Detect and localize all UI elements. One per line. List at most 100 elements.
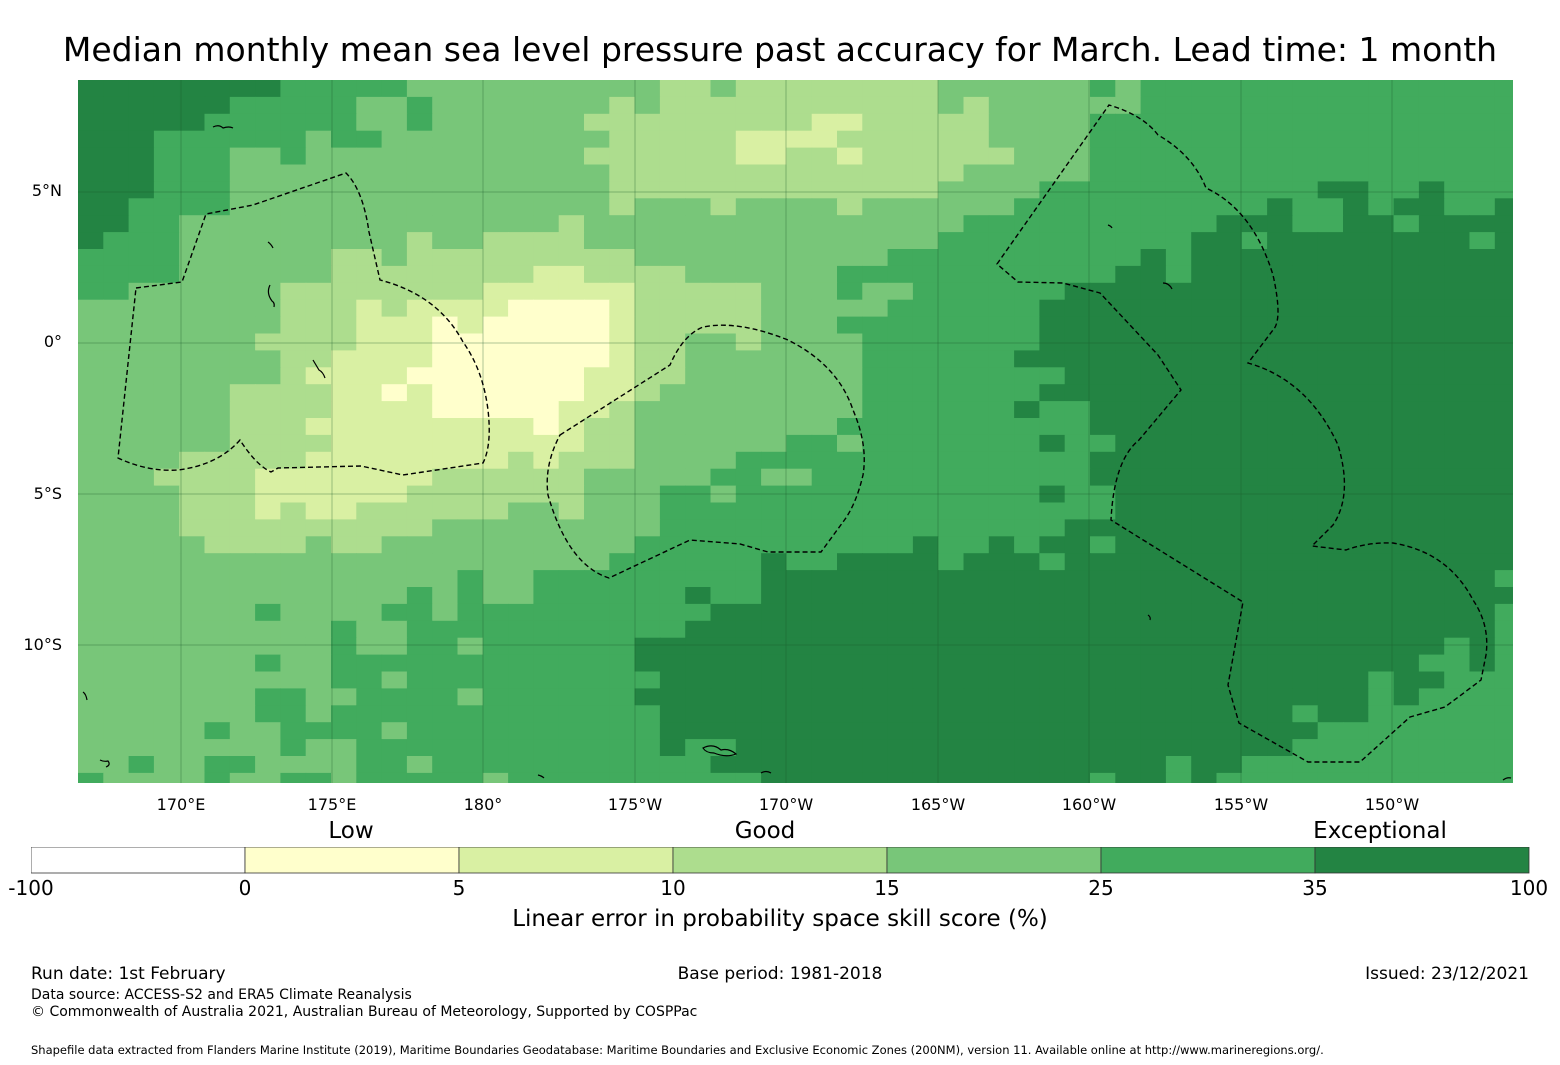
grid-cell (508, 688, 534, 706)
grid-cell (1494, 502, 1513, 520)
grid-cell (381, 553, 408, 571)
grid-cell (659, 451, 686, 470)
grid-cell (988, 671, 1015, 689)
grid-cell (1418, 316, 1445, 335)
grid-cell (558, 316, 585, 335)
grid-cell (153, 468, 180, 487)
grid-cell (685, 553, 712, 571)
grid-cell (685, 587, 712, 605)
grid-cell (179, 553, 206, 571)
grid-cell (634, 384, 661, 402)
grid-cell (1418, 451, 1445, 470)
grid-cell (862, 722, 889, 740)
grid-cell (508, 350, 534, 368)
grid-cell (153, 164, 180, 182)
grid-cell (1368, 722, 1395, 740)
grid-cell (482, 654, 509, 673)
grid-cell (685, 130, 712, 149)
grid-cell (1115, 265, 1142, 284)
grid-cell (634, 282, 661, 301)
grid-cell (811, 418, 838, 436)
grid-cell (1368, 367, 1395, 385)
grid-cell (533, 772, 560, 783)
grid-cell (1241, 536, 1268, 554)
grid-cell (1292, 756, 1319, 774)
grid-cell (1115, 468, 1142, 487)
grid-cell (153, 249, 180, 267)
grid-cell (103, 688, 130, 706)
grid-cell (1191, 620, 1218, 639)
grid-cell (128, 249, 155, 267)
grid-cell (457, 80, 484, 98)
grid-cell (381, 181, 408, 199)
grid-cell (1393, 333, 1420, 351)
grid-cell (1191, 536, 1218, 554)
grid-cell (1393, 671, 1420, 689)
grid-cell (1317, 603, 1344, 622)
grid-cell (78, 80, 104, 98)
grid-cell (685, 739, 712, 757)
grid-cell (1469, 654, 1496, 673)
grid-cell (1418, 147, 1445, 166)
grid-cell (153, 637, 180, 656)
grid-cell (1165, 637, 1192, 656)
grid-cell (659, 434, 686, 453)
grid-cell (533, 181, 560, 199)
grid-cell (482, 485, 509, 504)
grid-cell (1115, 181, 1142, 199)
grid-cell (811, 688, 838, 706)
grid-cell (634, 637, 661, 656)
grid-cell (988, 198, 1015, 216)
grid-cell (1014, 232, 1040, 250)
grid-cell (381, 215, 408, 233)
grid-cell (963, 603, 990, 622)
grid-cell (482, 468, 509, 487)
grid-cell (1368, 603, 1395, 622)
grid-cell (1014, 756, 1040, 774)
grid-cell (204, 333, 231, 351)
grid-cell (128, 772, 155, 783)
grid-cell (912, 232, 939, 250)
grid-cell (659, 333, 686, 351)
grid-cell (1469, 519, 1496, 537)
grid-cell (963, 96, 990, 115)
grid-cell (1115, 232, 1142, 250)
grid-cell (1090, 282, 1116, 301)
grid-cell (558, 249, 585, 267)
grid-cell (103, 232, 130, 250)
grid-cell (229, 164, 256, 182)
grid-cell (837, 130, 863, 149)
grid-cell (179, 367, 206, 385)
grid-cell (609, 570, 636, 588)
grid-cell (862, 232, 889, 250)
grid-cell (128, 434, 155, 453)
grid-cell (1039, 198, 1066, 216)
grid-cell (938, 451, 965, 470)
grid-cell (1267, 113, 1293, 132)
grid-cell (1140, 519, 1167, 537)
grid-cell (1090, 654, 1116, 673)
grid-cell (1115, 130, 1142, 149)
grid-cell (1469, 756, 1496, 774)
grid-cell (912, 756, 939, 774)
grid-cell (1039, 147, 1066, 166)
grid-cell (204, 536, 231, 554)
grid-cell (179, 333, 206, 351)
grid-cell (685, 620, 712, 639)
grid-cell (457, 215, 484, 233)
grid-cell (912, 249, 939, 267)
grid-cell (1140, 96, 1167, 115)
grid-cell (432, 468, 459, 487)
grid-cell (584, 232, 610, 250)
grid-cell (659, 418, 686, 436)
grid-cell (229, 249, 256, 267)
grid-cell (1241, 282, 1268, 301)
grid-cell (1064, 434, 1091, 453)
grid-cell (735, 265, 762, 284)
grid-cell (280, 333, 307, 351)
grid-cell (482, 215, 509, 233)
grid-cell (963, 350, 990, 368)
grid-cell (558, 265, 585, 284)
grid-cell (1444, 249, 1471, 267)
grid-cell (1090, 468, 1116, 487)
